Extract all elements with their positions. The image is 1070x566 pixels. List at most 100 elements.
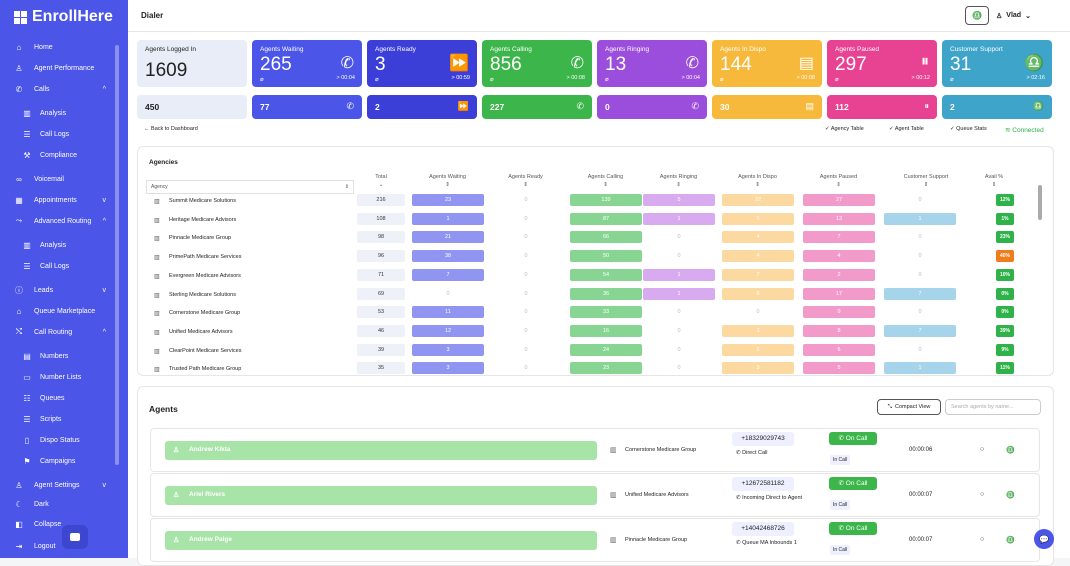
message-icon[interactable]: ○ (980, 536, 985, 543)
column-header-agents-calling[interactable]: Agents Calling ⇕ (568, 173, 643, 189)
table-row[interactable]: ▥ Evergreen Medicare Advisors 71 7 0 54 1 7 2 0 10… (146, 267, 1036, 286)
back-to-dashboard-link[interactable]: ← Back to Dashboard (144, 126, 198, 132)
agent-name: Andrew Paige (189, 536, 232, 543)
sidebar-item-numbers[interactable]: ▤ Numbers (0, 347, 120, 365)
table-row[interactable]: ▥ Summit Medicare Solutions 216 23 0 139 5 22 27… (146, 192, 1036, 211)
agent-row[interactable]: ♙ Andrew Paige ▥ Pinnacle Medicare Group … (150, 518, 1040, 562)
message-icon[interactable]: ○ (980, 491, 985, 498)
stat-card-customer-support: Customer Support 31 ⌀ > 02:16 ♎ (942, 40, 1052, 87)
sidebar-item-label: Dark (34, 500, 49, 508)
column-header-avail-[interactable]: Avail % ⇕ (981, 173, 1007, 189)
sidebar-item-number-lists[interactable]: ▭ Number Lists (0, 368, 120, 386)
headset-icon[interactable]: ♎ (1006, 492, 1015, 499)
connection-label: Connected (1012, 127, 1044, 134)
column-header-label: Agents Ready (508, 174, 543, 180)
cell-calling: 36 (570, 287, 642, 300)
column-header-agents-in-dispo[interactable]: Agents In Dispo ⇕ (720, 173, 795, 189)
cell-waiting: 11 (412, 306, 484, 319)
stat-time: > 02:16 (1026, 75, 1045, 81)
headset-icon[interactable]: ♎ (1006, 447, 1015, 454)
sidebar-item-collapse[interactable]: ◧ Collapse (0, 515, 120, 533)
sidebar-item-analysis[interactable]: ▥ Analysis (0, 104, 120, 122)
cell-total: 39 (357, 343, 405, 356)
brand-logo[interactable]: EnrollHere (14, 8, 113, 26)
table-row[interactable]: ▥ ClearPoint Medicare Services 39 3 0 24 0 6 6 0 9… (146, 342, 1036, 361)
support-chat-button[interactable]: 💬 (1034, 529, 1054, 549)
column-header-agents-ready[interactable]: Agents Ready ⇕ (488, 173, 563, 189)
status-badge: ✆ On Call (829, 522, 877, 535)
agent-search-input[interactable] (945, 399, 1041, 415)
sidebar-item-call-routing[interactable]: ⤭ Call Routing ^ (0, 323, 120, 341)
message-icon[interactable]: ○ (980, 446, 985, 453)
headset-icon[interactable]: ♎ (1006, 537, 1015, 544)
column-header-customer-support[interactable]: Customer Support ⇕ (882, 173, 970, 189)
sidebar-item-scripts[interactable]: ☰ Scripts (0, 410, 120, 428)
sidebar-item-appointments[interactable]: ▦ Appointments v (0, 191, 120, 209)
cell-support: 1 (884, 212, 956, 225)
sidebar-item-calls[interactable]: ✆ Calls ^ (0, 80, 120, 98)
table-row[interactable]: ▥ Pinnacle Medicare Group 98 21 0 66 0 4 7 0 23% (146, 229, 1036, 248)
queue-stat-value: 30 (720, 102, 730, 112)
sidebar-item-voicemail[interactable]: ∞ Voicemail (0, 170, 120, 188)
sidebar-item-label: Numbers (40, 352, 69, 360)
sidebar-item-queues[interactable]: ☷ Queues (0, 389, 120, 407)
table-row[interactable]: ▥ PrimePath Medicare Services 96 38 0 50 0 4 4 0 4… (146, 248, 1036, 267)
phone-small-icon: ⌀ (375, 77, 379, 83)
table-row[interactable]: ▥ Sterling Medicare Solutions 69 0 0 36 1 8 17 7 0… (146, 286, 1036, 305)
sidebar-item-dark[interactable]: ☾ Dark (0, 495, 120, 513)
agency-table-toggle[interactable]: ✓ Agency Table (825, 126, 864, 132)
sidebar-item-campaigns[interactable]: ⚑ Campaigns (0, 452, 120, 470)
sidebar-item-queue-marketplace[interactable]: ⌂ Queue Marketplace (0, 302, 120, 320)
agent-name-bar[interactable]: ♙ Andrew Paige (165, 531, 597, 550)
user-icon: ♙ (173, 537, 180, 544)
headset-icon: ♎ (972, 11, 982, 20)
headset-toggle-button[interactable]: ♎ (965, 6, 989, 25)
agency-name: Summit Medicare Solutions (169, 198, 236, 204)
agent-table-toggle[interactable]: ✓ Agent Table (889, 126, 924, 132)
column-header-agents-ringing[interactable]: Agents Ringing ⇕ (641, 173, 716, 189)
main-content: Dialer ♎ ♙ Vlad ⌄ Agents Logged In 1609 Ag… (128, 0, 1070, 566)
stat-label: Customer Support (950, 46, 1003, 53)
sidebar-item-call-logs[interactable]: ☰ Call Logs (0, 125, 120, 143)
sidebar-item-agent-performance[interactable]: ♙ Agent Performance (0, 59, 120, 77)
cell-paused: 4 (803, 250, 875, 263)
table-row[interactable]: ▥ Heritage Medicare Advisors 108 1 0 87 1 5 13 1 1… (146, 211, 1036, 230)
sidebar-item-analysis[interactable]: ▥ Analysis (0, 236, 120, 254)
agency-column-header[interactable]: Agency ⇕ (146, 180, 354, 194)
table-row[interactable]: ▥ Trusted Path Medicare Group 35 3 0 23 0 3 5 1 11… (146, 360, 1036, 379)
agent-name-bar[interactable]: ♙ Ariel Rivers (165, 486, 597, 505)
agent-row[interactable]: ♙ Andrew Kikta ▥ Cornerstone Medicare Gro… (150, 428, 1040, 472)
avail-badge: 10% (996, 268, 1014, 281)
sidebar-item-logout[interactable]: ⇥ Logout (0, 537, 120, 555)
cell-paused: 2 (803, 268, 875, 281)
sidebar-item-leads[interactable]: ⓘ Leads v (0, 281, 120, 299)
column-header-agents-waiting[interactable]: Agents Waiting ⇕ (410, 173, 485, 189)
agency-scrollbar[interactable] (1038, 185, 1042, 220)
compact-view-button[interactable]: ⤡ Compact View (877, 399, 941, 415)
sidebar-item-advanced-routing[interactable]: ⤳ Advanced Routing ^ (0, 212, 120, 230)
table-row[interactable]: ▥ Unified Medicare Advisors 46 12 0 16 0 3 8 7 39% (146, 323, 1036, 342)
column-header-total[interactable]: Total ⌄ (357, 173, 405, 189)
agent-name-bar[interactable]: ♙ Andrew Kikta (165, 441, 597, 460)
queue-stats-toggle[interactable]: ✓ Queue Stats (950, 126, 987, 132)
chat-button[interactable] (62, 525, 88, 549)
sidebar-item-home[interactable]: ⌂ Home (0, 38, 120, 56)
sidebar-scrollbar[interactable] (115, 45, 119, 465)
cell-calling: 16 (570, 324, 642, 337)
building-icon: ▥ (154, 292, 160, 299)
sidebar-item-dispo-status[interactable]: ▯ Dispo Status (0, 431, 120, 449)
sidebar-item-agent-settings[interactable]: ♙ Agent Settings v (0, 476, 120, 494)
sidebar-item-call-logs[interactable]: ☰ Call Logs (0, 257, 120, 275)
user-icon: ♙ (173, 447, 180, 454)
column-header-agents-paused[interactable]: Agents Paused ⇕ (801, 173, 876, 189)
cell-calling: 23 (570, 362, 642, 375)
agent-row[interactable]: ♙ Ariel Rivers ▥ Unified Medicare Advisor… (150, 473, 1040, 517)
sidebar-item-compliance[interactable]: ⚒ Compliance (0, 146, 120, 164)
user-menu[interactable]: ♙ Vlad ⌄ (996, 6, 1052, 25)
queue-stat-card: 0 ✆ (597, 95, 707, 119)
queue-stat-card: 450 (137, 95, 247, 119)
avail-badge: 9% (996, 343, 1014, 356)
cell-paused: 6 (803, 343, 875, 356)
table-row[interactable]: ▥ Cornerstone Medicare Group 53 11 0 33 0 0 9 0 0% (146, 304, 1036, 323)
sidebar-item-label: Queues (40, 394, 65, 402)
